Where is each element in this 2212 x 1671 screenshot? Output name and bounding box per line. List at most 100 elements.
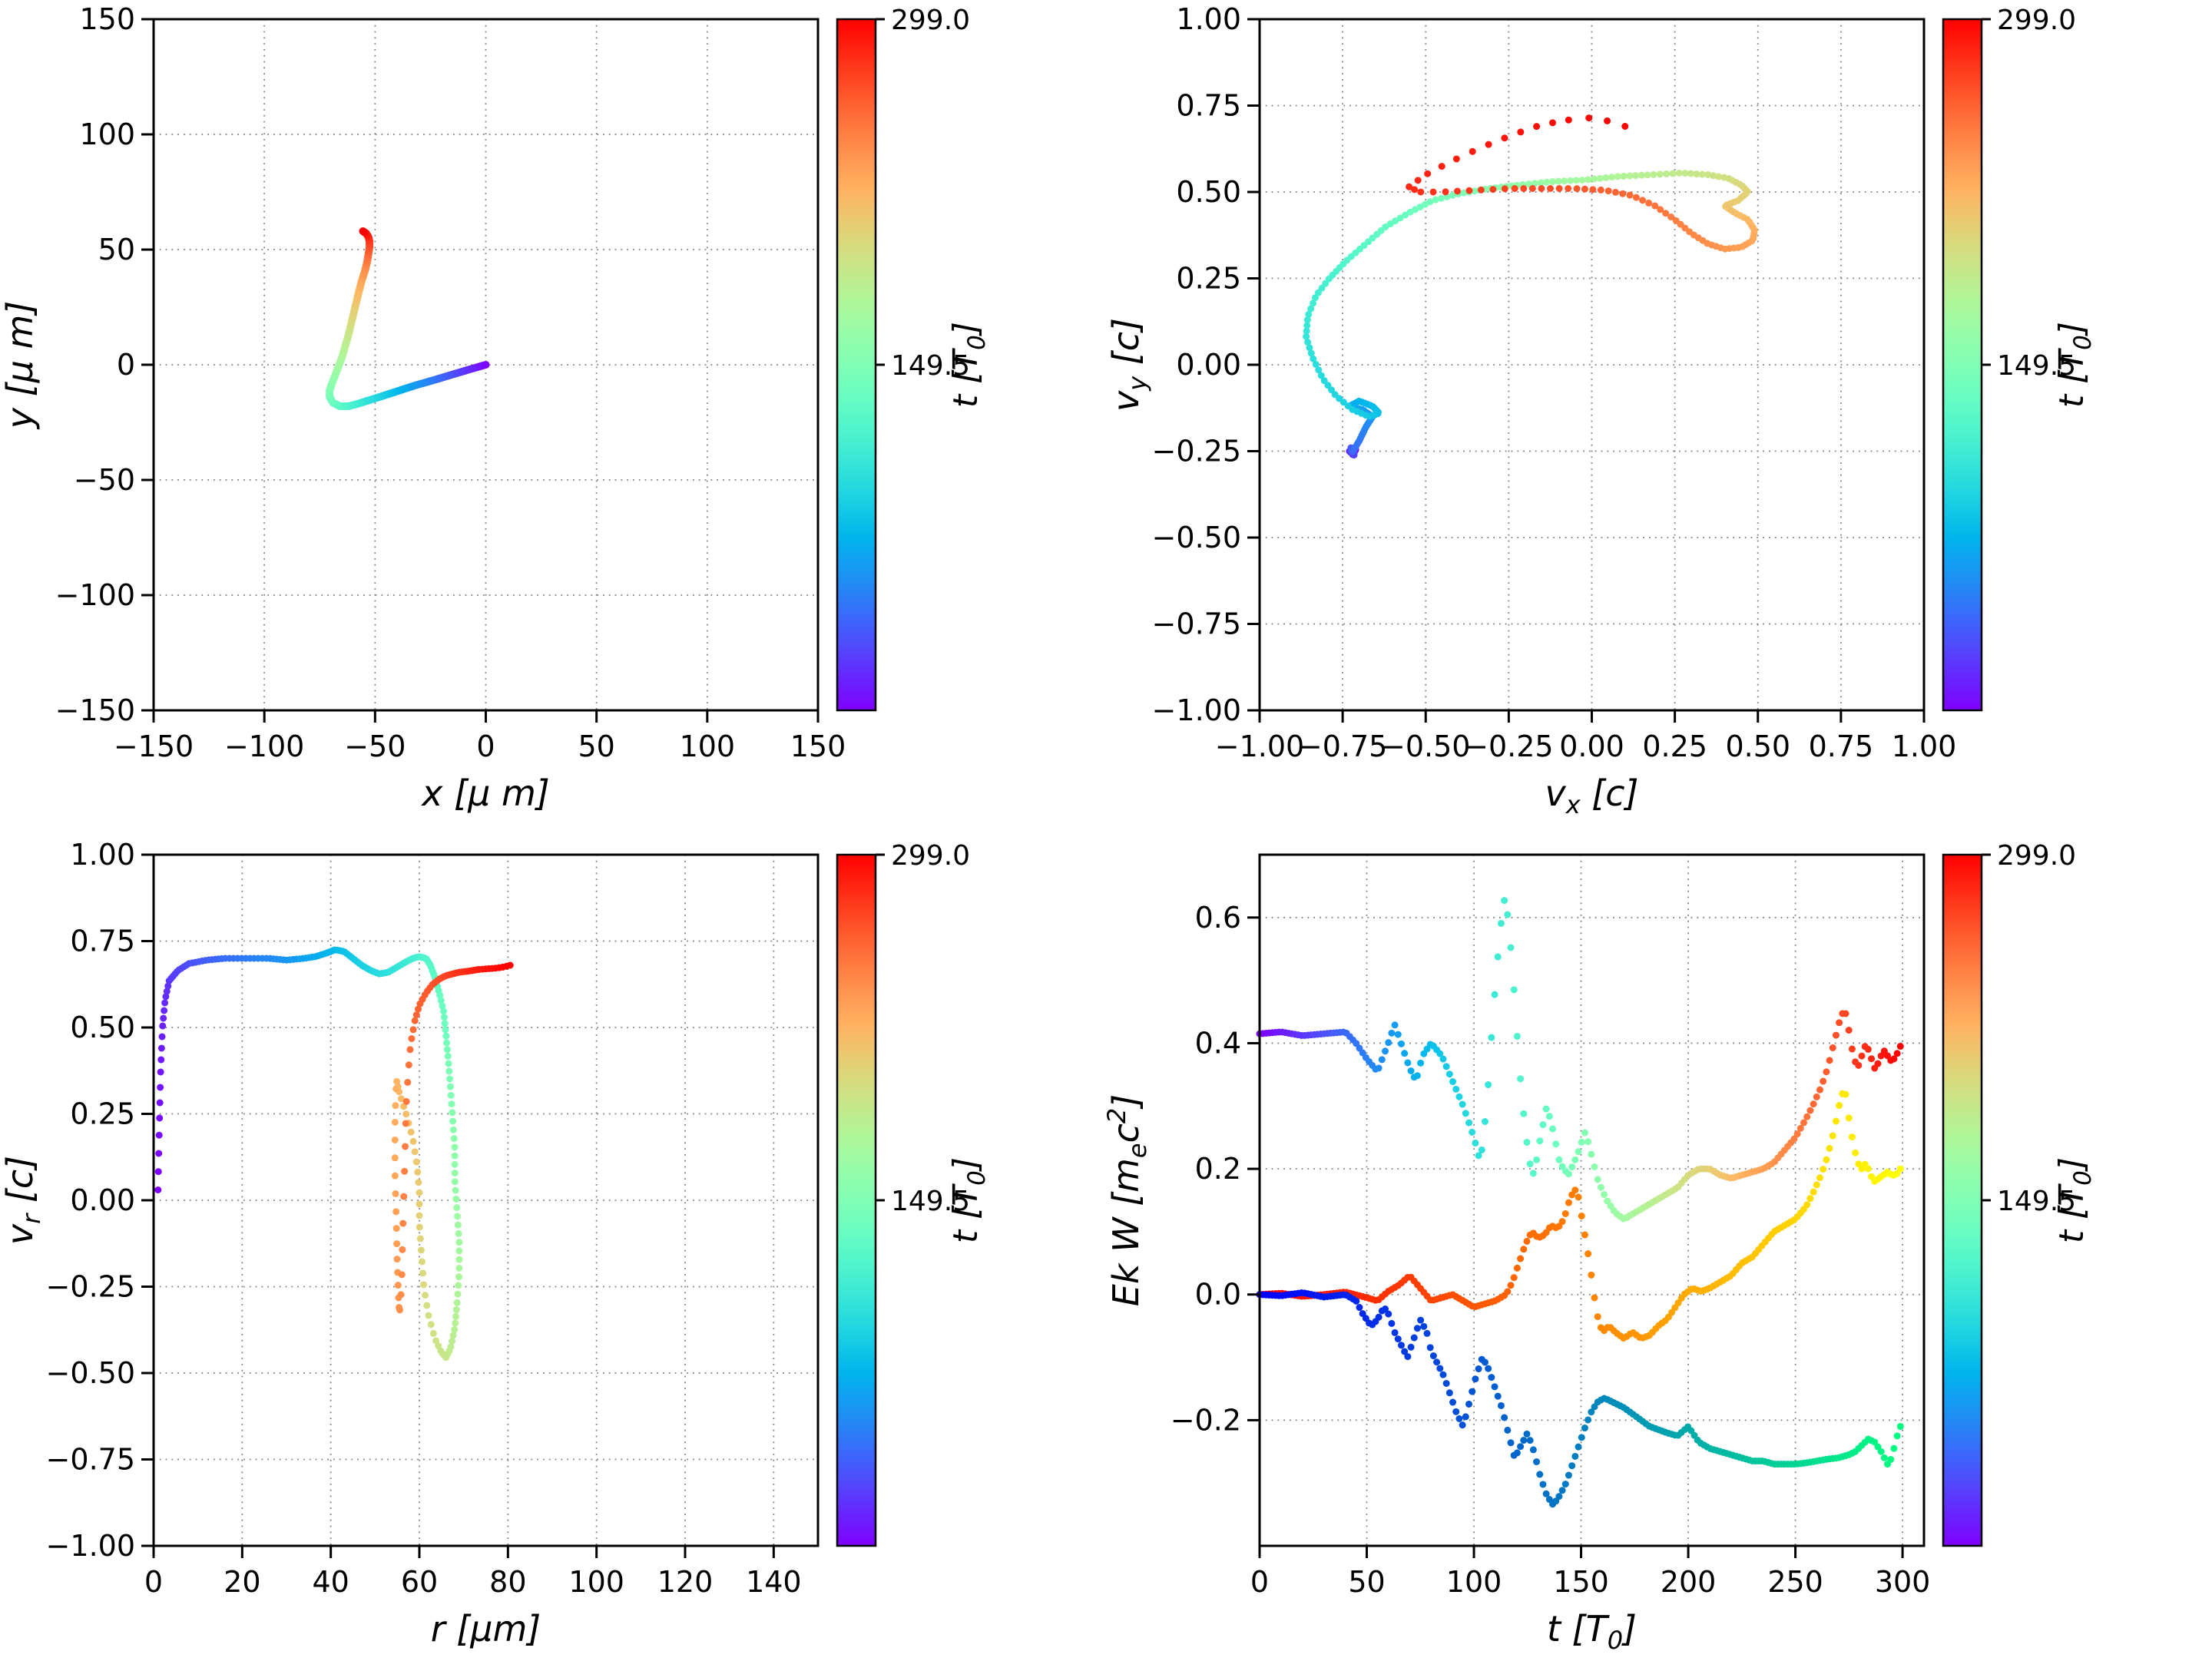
axis-ticks	[141, 18, 820, 723]
x-tick-label: 300	[1875, 1565, 1931, 1599]
x-tick-label: 0	[144, 1565, 163, 1599]
x-tick-label: 80	[489, 1565, 526, 1599]
x-tick-label: 50	[578, 730, 614, 763]
x-tick-label: −100	[224, 730, 304, 763]
scatter-series	[326, 227, 490, 410]
scatter-series	[1303, 114, 1758, 459]
y-tick-label: −0.50	[1152, 521, 1241, 554]
svg-text:t [T0]: t [T0]	[946, 322, 991, 408]
svg-text:Ek W [mec2]: Ek W [mec2]	[1106, 1094, 1152, 1306]
colorbar-tick-label: 149.5	[891, 1186, 970, 1217]
y-tick-label: −0.2	[1171, 1403, 1241, 1437]
axis-ticks	[1247, 916, 1904, 1558]
y-tick-label: −150	[55, 693, 135, 727]
y-tick-label: 0.50	[70, 1011, 135, 1044]
x-tick-label: 40	[312, 1565, 349, 1599]
x-tick-label: −150	[114, 730, 194, 763]
colorbar-label: t [T0]	[2052, 1157, 2097, 1243]
x-tick-label: 200	[1661, 1565, 1717, 1599]
svg-text:r [μm]: r [μm]	[431, 1608, 541, 1649]
panel-xy-trajectory: −150 −100 −50 0 50 100 150 −150 −100 −50 0 50 100 150…	[0, 0, 1106, 836]
y-tick-label: −0.50	[46, 1356, 135, 1390]
scatter-series	[154, 946, 514, 1362]
colorbar-tick-label: 149.5	[1997, 1186, 2076, 1217]
x-tick-label: 0	[476, 730, 495, 763]
svg-text:t [T0]: t [T0]	[2052, 322, 2097, 408]
x-tick-label: −0.50	[1381, 730, 1470, 763]
y-tick-label: −50	[74, 463, 135, 497]
x-tick-label: 150	[790, 730, 846, 763]
y-tick-label: 50	[98, 233, 135, 266]
y-axis-label: Ek W [mec2]	[1106, 1094, 1152, 1306]
svg-text:x [μ m]: x [μ m]	[420, 773, 549, 814]
y-tick-label: 0.00	[1176, 348, 1241, 382]
y-tick-label: 0.25	[1176, 262, 1241, 296]
panel-energy-work-time: 0 50 100 150 200 250 300 −0.2 0.0 0.2 0.4 0.6 t [T0]…	[1106, 836, 2212, 1671]
y-tick-label: 0.6	[1195, 901, 1241, 935]
y-tick-label: 1.00	[1176, 2, 1241, 36]
svg-text:vr [c]: vr [c]	[0, 1156, 46, 1245]
y-tick-label: 0.25	[70, 1097, 135, 1131]
x-tick-label: 100	[680, 730, 736, 763]
y-tick-label: 0.2	[1195, 1152, 1241, 1186]
x-tick-label: −50	[344, 730, 406, 763]
grid-lines	[1259, 18, 1925, 711]
x-tick-label: 150	[1553, 1565, 1609, 1599]
y-tick-label: −0.75	[1152, 607, 1241, 641]
y-tick-label: −1.00	[46, 1529, 135, 1563]
colorbar	[836, 853, 877, 1547]
y-tick-label: −0.25	[46, 1270, 135, 1304]
svg-text:vx [c]: vx [c]	[1545, 773, 1639, 819]
grid-lines	[1259, 855, 1924, 1546]
energy-work-time-chart: 0 50 100 150 200 250 300 −0.2 0.0 0.2 0.4 0.6 t [T0]…	[1106, 840, 2097, 1655]
colorbar-tick-label: 149.5	[1997, 350, 2076, 382]
x-tick-label: 140	[746, 1565, 802, 1599]
x-tick-label: 0.50	[1725, 730, 1790, 763]
x-tick-label: 100	[568, 1565, 624, 1599]
x-tick-label: −1.00	[1215, 730, 1304, 763]
y-tick-label: −0.75	[46, 1443, 135, 1477]
x-tick-label: 120	[657, 1565, 714, 1599]
svg-text:t [T0]: t [T0]	[946, 1157, 991, 1243]
y-tick-label: 1.00	[70, 838, 135, 872]
x-tick-label: 0.00	[1559, 730, 1624, 763]
y-tick-label: −100	[55, 578, 135, 612]
y-tick-label: 150	[79, 2, 135, 36]
x-tick-label: 20	[224, 1565, 260, 1599]
x-tick-label: 1.00	[1892, 730, 1957, 763]
y-tick-label: 0.0	[1195, 1278, 1241, 1312]
x-tick-label: −0.75	[1298, 730, 1387, 763]
y-tick-label: 0.00	[70, 1183, 135, 1217]
x-tick-label: 60	[401, 1565, 438, 1599]
scatter-series	[1256, 897, 1904, 1508]
colorbar-tick-label: 299.0	[1997, 5, 2076, 36]
svg-text:t [T0]: t [T0]	[1547, 1608, 1637, 1655]
y-axis-label: vr [c]	[0, 1156, 46, 1245]
y-axis-label: vy [c]	[1106, 318, 1152, 412]
x-axis-label: vx [c]	[1545, 773, 1639, 819]
y-tick-label: 0.75	[1176, 89, 1241, 123]
svg-text:vy [c]: vy [c]	[1106, 318, 1152, 412]
x-axis-label: r [μm]	[431, 1608, 541, 1649]
colorbar-tick-label: 299.0	[891, 840, 970, 872]
x-tick-label: 0.25	[1642, 730, 1707, 763]
x-tick-label: 0.75	[1809, 730, 1874, 763]
colorbar-tick-label: 299.0	[1997, 840, 2076, 872]
colorbar-tick-label: 149.5	[891, 350, 970, 382]
xy-trajectory-chart: −150 −100 −50 0 50 100 150 −150 −100 −50 0 50 100 150…	[0, 2, 991, 814]
x-tick-label: 0	[1250, 1565, 1269, 1599]
x-axis-label: t [T0]	[1547, 1608, 1637, 1655]
y-tick-label: 0.4	[1195, 1026, 1241, 1060]
colorbar-label: t [T0]	[946, 1157, 991, 1243]
y-tick-label: 0.75	[70, 925, 135, 958]
colorbar	[836, 18, 877, 712]
y-tick-label: 100	[79, 117, 135, 151]
svg-text:t [T0]: t [T0]	[2052, 1157, 2097, 1243]
colorbar-label: t [T0]	[2052, 322, 2097, 408]
panel-vx-vy-phase: −1.00 −0.75 −0.50 −0.25 0.00 0.25 0.50 0.75 1.00…	[1106, 0, 2212, 836]
x-tick-label: 100	[1446, 1565, 1502, 1599]
colorbar-tick-label: 299.0	[891, 5, 970, 36]
axis-ticks	[1247, 18, 1926, 723]
svg-text:y [μ m]: y [μ m]	[0, 301, 41, 430]
